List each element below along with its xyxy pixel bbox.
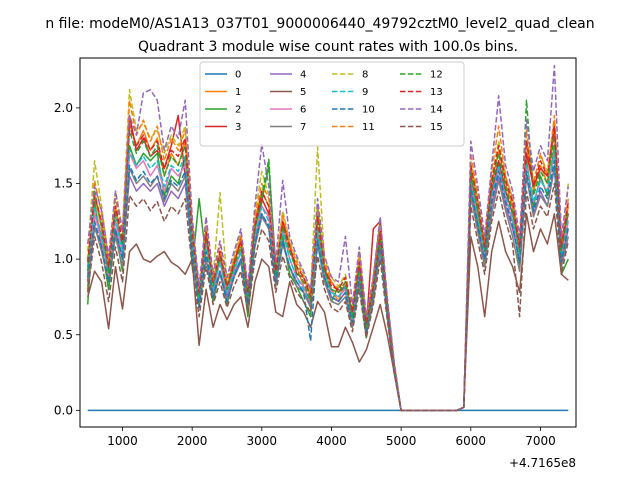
legend-label-6: 6 [300,105,306,116]
legend-label-11: 11 [362,122,375,133]
x-tick-label: 4000 [316,434,347,448]
plot-area-frame [79,57,577,428]
y-tick-label: 0.5 [54,328,73,342]
series-group [86,64,570,412]
legend-label-3: 3 [235,122,241,133]
x-tick-label: 5000 [386,434,417,448]
x-axis-offset-label: +4.7165e8 [509,456,576,470]
legend-label-15: 15 [430,122,443,133]
series-line-15 [86,182,570,412]
y-tick-label: 0.0 [54,403,73,417]
legend-label-13: 13 [430,87,443,98]
y-tick-label: 1.0 [54,252,73,266]
legend-label-14: 14 [430,105,443,116]
x-tick-label: 2000 [177,434,208,448]
legend-label-0: 0 [235,70,241,81]
legend-label-10: 10 [362,105,375,116]
y-tick-label: 1.5 [54,177,73,191]
x-tick-label: 1000 [107,434,138,448]
series-line-14 [86,64,570,412]
chart-title: Quadrant 3 module wise count rates with … [138,39,518,55]
y-axis: 0.0 0.5 1.0 1.5 2.0 [54,101,80,417]
series-line-13 [86,125,570,412]
x-tick-label: 7000 [525,434,556,448]
x-tick-label: 3000 [247,434,278,448]
series-line-8 [86,89,570,412]
y-tick-label: 2.0 [54,101,73,115]
series-line-10 [86,160,570,412]
legend-label-5: 5 [300,87,306,98]
figure-suptitle: n file: modeM0/AS1A13_037T01_9000006440_… [45,16,594,32]
legend-label-2: 2 [235,105,241,116]
series-line-11 [86,99,570,412]
legend-label-4: 4 [300,70,306,81]
series-line-9 [86,149,570,412]
series-line-5 [86,213,569,412]
legend-frame [199,61,465,147]
legend-label-7: 7 [300,122,306,133]
x-axis: 1000 2000 3000 4000 5000 6000 7000 [107,427,556,448]
legend-label-8: 8 [362,70,368,81]
series-line-12 [86,99,570,412]
legend-label-1: 1 [235,87,241,98]
x-tick-label: 6000 [456,434,487,448]
legend-label-9: 9 [362,87,368,98]
legend-label-12: 12 [430,70,443,81]
